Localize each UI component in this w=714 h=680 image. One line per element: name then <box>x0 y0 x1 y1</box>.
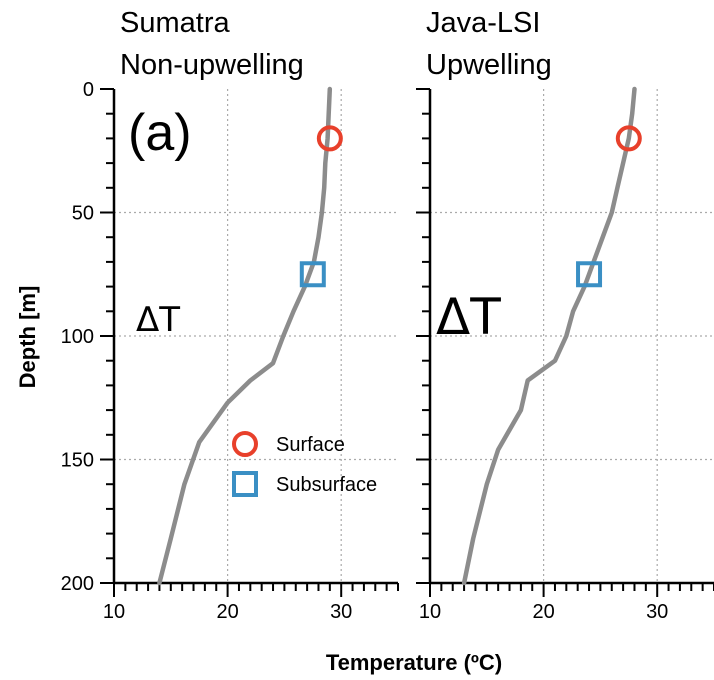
right-delta-t-annotation: ΔT <box>436 288 501 346</box>
left-delta-t-annotation: ΔT <box>136 300 180 340</box>
right-surface-marker <box>615 125 642 152</box>
x-tick-label: 10 <box>103 601 125 623</box>
left-temperature-profile-line <box>157 86 333 586</box>
left-panel-axes <box>100 88 399 597</box>
right-temperature-profile-line <box>461 86 637 586</box>
panel-label: (a) <box>128 104 192 162</box>
x-tick-label: 20 <box>216 601 238 623</box>
y-tick-label: 200 <box>61 573 94 595</box>
left-panel-title-line-1: Sumatra <box>120 7 230 39</box>
left-subsurface-marker <box>299 261 326 288</box>
legend-subsurface-marker <box>232 471 258 497</box>
right-panel-title-line-1: Java-LSI <box>426 7 540 39</box>
x-tick-label: 20 <box>532 601 554 623</box>
x-axis-label: Temperature (ºC) <box>326 650 502 675</box>
right-subsurface-marker <box>576 261 603 288</box>
y-tick-label: 100 <box>61 326 94 348</box>
left-surface-marker <box>316 125 343 152</box>
x-tick-label: 30 <box>330 601 352 623</box>
right-panel-grid <box>430 89 714 583</box>
y-axis-label: Depth [m] <box>15 286 40 389</box>
legend-surface-label: Surface <box>276 434 345 456</box>
profile-markers <box>299 125 642 288</box>
right-panel-axes <box>416 88 714 597</box>
left-panel-grid <box>114 89 398 583</box>
y-tick-label: 150 <box>61 450 94 472</box>
left-panel-title-line-2: Non-upwelling <box>120 49 304 81</box>
legend-surface-marker <box>232 431 258 457</box>
tick-labels: 10 20 30 0 50 100 150 200 10 20 30 <box>61 79 669 623</box>
y-tick-label: 50 <box>72 203 94 225</box>
temperature-profiles <box>157 86 637 586</box>
right-panel-title-line-2: Upwelling <box>426 49 552 81</box>
legend-subsurface-label: Subsurface <box>276 474 377 496</box>
x-tick-label: 30 <box>646 601 668 623</box>
y-tick-label: 0 <box>83 79 94 101</box>
x-tick-label: 10 <box>419 601 441 623</box>
legend: Surface Subsurface <box>232 431 377 497</box>
